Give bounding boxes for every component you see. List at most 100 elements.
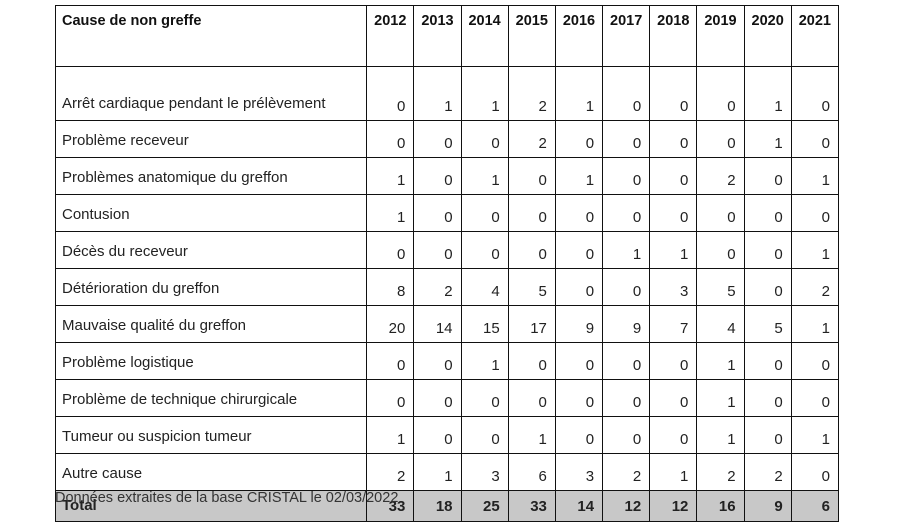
value-cell: 0	[460, 194, 509, 232]
value-cell: 0	[413, 416, 462, 454]
total-value-cell: 25	[460, 490, 509, 522]
value-cell: 0	[790, 453, 840, 491]
value-cell: 2	[696, 453, 745, 491]
value-cell: 9	[554, 305, 604, 343]
value-cell: 2	[413, 268, 462, 306]
value-cell: 0	[460, 231, 509, 269]
value-cell: 0	[743, 342, 792, 380]
total-value-cell: 6	[790, 490, 840, 522]
header-year: 2021	[790, 5, 840, 67]
value-cell: 0	[790, 194, 840, 232]
value-cell: 0	[649, 120, 698, 158]
value-cell: 0	[696, 194, 745, 232]
value-cell: 1	[554, 66, 604, 121]
value-cell: 2	[507, 120, 556, 158]
value-cell: 5	[743, 305, 792, 343]
value-cell: 0	[366, 66, 415, 121]
table-row: Problème receveur 0 0 0 2 0 0 0 0 1 0	[54, 120, 840, 158]
header-year: 2018	[649, 5, 698, 67]
header-row: Cause de non greffe 2012 2013 2014 2015 …	[54, 5, 840, 67]
value-cell: 4	[460, 268, 509, 306]
value-cell: 1	[507, 416, 556, 454]
total-value-cell: 14	[554, 490, 604, 522]
value-cell: 5	[507, 268, 556, 306]
cause-cell: Problème de technique chirurgicale	[54, 379, 368, 417]
value-cell: 0	[554, 342, 604, 380]
value-cell: 0	[790, 379, 840, 417]
value-cell: 0	[366, 231, 415, 269]
total-value-cell: 33	[507, 490, 556, 522]
value-cell: 0	[743, 268, 792, 306]
value-cell: 0	[507, 194, 556, 232]
value-cell: 1	[696, 416, 745, 454]
value-cell: 0	[696, 120, 745, 158]
value-cell: 0	[649, 416, 698, 454]
value-cell: 1	[460, 157, 509, 195]
value-cell: 0	[743, 194, 792, 232]
cause-cell: Tumeur ou suspicion tumeur	[54, 416, 368, 454]
table-row: Autre cause 2 1 3 6 3 2 1 2 2 0	[54, 453, 840, 491]
value-cell: 2	[602, 453, 651, 491]
value-cell: 0	[413, 194, 462, 232]
value-cell: 20	[366, 305, 415, 343]
value-cell: 1	[743, 66, 792, 121]
header-year: 2013	[413, 5, 462, 67]
cause-cell: Mauvaise qualité du greffon	[54, 305, 368, 343]
table-row: Décès du receveur 0 0 0 0 0 1 1 0 0 1	[54, 231, 840, 269]
table-row: Problème logistique 0 0 1 0 0 0 0 1 0 0	[54, 342, 840, 380]
value-cell: 0	[696, 231, 745, 269]
table-row: Problème de technique chirurgicale 0 0 0 0 0 0…	[54, 379, 840, 417]
value-cell: 0	[554, 231, 604, 269]
table-row: Contusion 1 0 0 0 0 0 0 0 0 0	[54, 194, 840, 232]
value-cell: 1	[554, 157, 604, 195]
value-cell: 4	[696, 305, 745, 343]
value-cell: 1	[366, 194, 415, 232]
value-cell: 0	[649, 194, 698, 232]
value-cell: 15	[460, 305, 509, 343]
value-cell: 0	[554, 120, 604, 158]
total-value-cell: 12	[649, 490, 698, 522]
value-cell: 0	[554, 194, 604, 232]
value-cell: 0	[790, 342, 840, 380]
value-cell: 8	[366, 268, 415, 306]
value-cell: 1	[790, 231, 840, 269]
value-cell: 1	[366, 416, 415, 454]
value-cell: 1	[366, 157, 415, 195]
value-cell: 9	[602, 305, 651, 343]
header-year: 2012	[366, 5, 415, 67]
value-cell: 0	[366, 120, 415, 158]
value-cell: 1	[649, 453, 698, 491]
value-cell: 0	[602, 66, 651, 121]
value-cell: 2	[743, 453, 792, 491]
value-cell: 0	[602, 194, 651, 232]
value-cell: 0	[460, 120, 509, 158]
value-cell: 0	[602, 379, 651, 417]
value-cell: 0	[790, 66, 840, 121]
non-graft-causes-table: Cause de non greffe 2012 2013 2014 2015 …	[54, 5, 840, 522]
table-row: Problèmes anatomique du greffon 1 0 1 0 1 0 0 2 0…	[54, 157, 840, 195]
cause-cell: Problèmes anatomique du greffon	[54, 157, 368, 195]
value-cell: 0	[507, 342, 556, 380]
value-cell: 1	[790, 416, 840, 454]
cause-cell: Problème receveur	[54, 120, 368, 158]
value-cell: 0	[554, 416, 604, 454]
value-cell: 3	[460, 453, 509, 491]
total-value-cell: 12	[602, 490, 651, 522]
value-cell: 0	[602, 268, 651, 306]
value-cell: 2	[366, 453, 415, 491]
value-cell: 1	[649, 231, 698, 269]
value-cell: 0	[413, 342, 462, 380]
value-cell: 1	[460, 342, 509, 380]
value-cell: 0	[366, 342, 415, 380]
value-cell: 2	[790, 268, 840, 306]
value-cell: 3	[554, 453, 604, 491]
value-cell: 6	[507, 453, 556, 491]
value-cell: 5	[696, 268, 745, 306]
source-note: Données extraites de la base CRISTAL le …	[55, 490, 399, 506]
value-cell: 0	[602, 342, 651, 380]
value-cell: 7	[649, 305, 698, 343]
value-cell: 1	[790, 157, 840, 195]
cause-cell: Arrêt cardiaque pendant le prélèvement	[54, 66, 368, 121]
value-cell: 1	[696, 342, 745, 380]
table-row: Détérioration du greffon 8 2 4 5 0 0 3 5 0 2	[54, 268, 840, 306]
